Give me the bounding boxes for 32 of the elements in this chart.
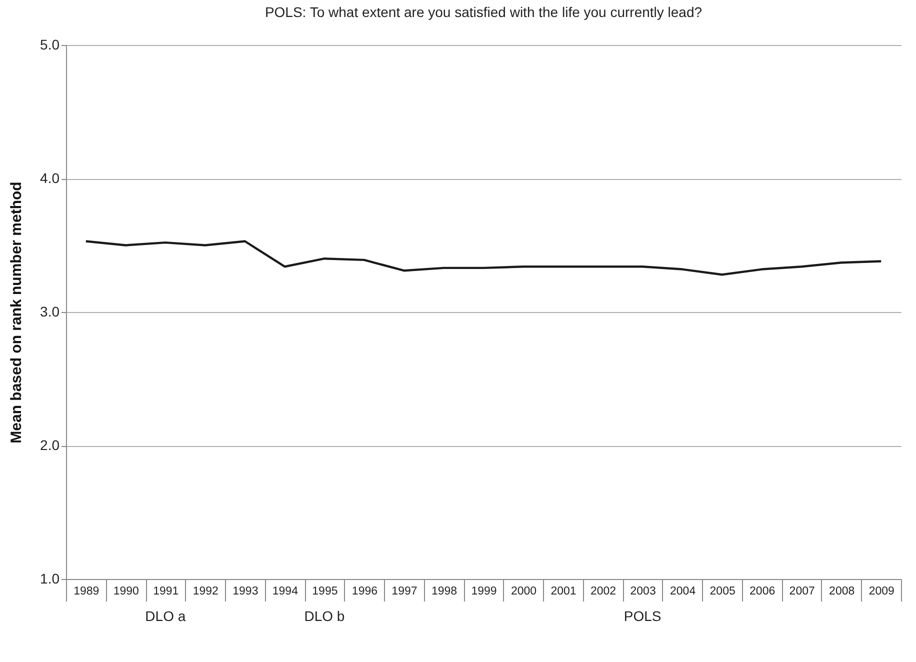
x-tick-label: 2006	[750, 586, 776, 598]
y-tick-label: 5.0	[40, 36, 60, 52]
x-tick-label: 2000	[510, 586, 537, 598]
x-tick-label: 1996	[352, 586, 378, 598]
line-series	[84, 240, 882, 276]
x-tick-label: 1994	[272, 586, 299, 598]
x-tick-label: 2007	[789, 586, 815, 598]
x-tick-label: 2003	[630, 586, 656, 598]
x-tick-label: 1992	[192, 586, 218, 598]
chart-title: POLS: To what extent are you satisfied with the life you currently lead?	[264, 4, 702, 20]
x-tick-label: 1989	[74, 586, 100, 598]
x-tick-label: 1995	[312, 586, 338, 598]
x-tick-label: 2008	[829, 586, 855, 598]
text: DLO a	[145, 608, 186, 624]
y-tick-label: 1.0	[40, 570, 60, 586]
x-tick-label: 1993	[232, 586, 258, 598]
x-tick-label: 1990	[113, 586, 139, 598]
x-tick-label: 2004	[670, 586, 696, 598]
x-tick-label: 2002	[590, 586, 616, 598]
y-tick-label: 2.0	[40, 437, 60, 453]
x-tick-label: 1998	[431, 586, 458, 598]
x-tick-label: 1999	[471, 586, 497, 598]
x-tick-label: 2005	[710, 586, 736, 598]
x-tick-label: 2009	[868, 586, 894, 598]
text: DLO b	[304, 608, 345, 624]
y-axis-title: Mean based on rank number method	[8, 182, 26, 444]
x-tick-label: 1997	[392, 586, 418, 598]
x-tick-label: 2001	[550, 586, 576, 598]
y-tick-label: 3.0	[40, 304, 60, 320]
x-tick-label: 1991	[153, 586, 179, 598]
text: POLS	[624, 608, 662, 624]
y-tick-label: 4.0	[40, 170, 60, 186]
